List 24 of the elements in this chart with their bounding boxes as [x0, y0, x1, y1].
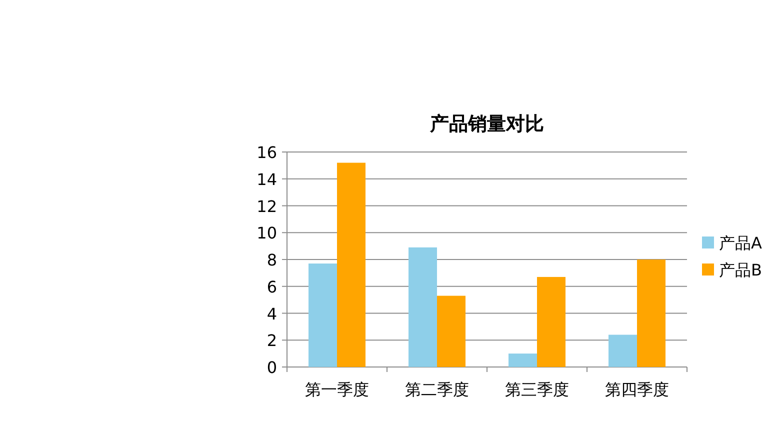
bar: [308, 264, 337, 367]
legend-label: 产品A: [719, 234, 762, 252]
x-tick-label: 第一季度: [305, 380, 369, 399]
x-tick-label: 第二季度: [405, 380, 469, 399]
y-tick-label: 0: [266, 358, 277, 377]
bar: [608, 334, 637, 367]
y-tick-label: 4: [266, 304, 277, 324]
x-tick-label: 第三季度: [505, 380, 569, 399]
bar: [508, 354, 537, 367]
bar: [437, 296, 466, 367]
bar: [408, 247, 437, 367]
bar: [637, 260, 666, 367]
y-tick-label: 10: [256, 224, 277, 243]
y-tick-label: 6: [266, 277, 277, 296]
bar: [537, 276, 566, 367]
x-tick-label: 第四季度: [605, 380, 669, 399]
y-tick-label: 8: [266, 250, 277, 270]
y-tick-label: 2: [266, 331, 277, 350]
legend-label: 产品B: [719, 260, 762, 280]
chart-title: 产品销量对比: [429, 113, 544, 135]
y-tick-label: 12: [256, 196, 277, 216]
bar: [337, 162, 366, 367]
y-tick-label: 14: [256, 170, 277, 189]
y-tick-label: 16: [256, 143, 277, 162]
